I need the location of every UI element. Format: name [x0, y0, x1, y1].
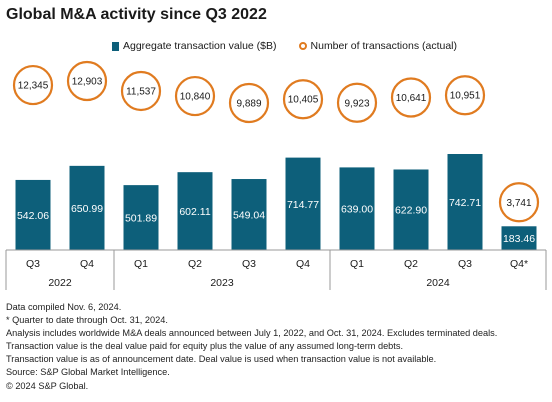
- note-qtd: * Quarter to date through Oct. 31, 2024.: [6, 315, 168, 326]
- quarter-tick-label: Q1: [350, 258, 364, 270]
- bar-value-label: 650.99: [71, 203, 103, 215]
- count-label: 12,903: [72, 77, 103, 88]
- bar-value-label: 183.46: [503, 233, 535, 245]
- bar: [69, 165, 105, 250]
- year-label: 2022: [48, 277, 72, 289]
- bar: [285, 157, 321, 250]
- note-announcement: Transaction value is as of announcement …: [6, 354, 437, 365]
- note-analysis: Analysis includes worldwide M&A deals an…: [6, 328, 498, 339]
- count-circle: [228, 82, 270, 124]
- note-compiled: Data compiled Nov. 6, 2024.: [6, 302, 122, 312]
- bar-value-label: 549.04: [233, 210, 265, 222]
- bar-value-label: 542.06: [17, 210, 49, 222]
- count-label: 3,741: [506, 198, 531, 209]
- note-transaction-value: Transaction value is the deal value paid…: [6, 341, 403, 352]
- bar: [123, 185, 159, 250]
- year-label: 2024: [426, 277, 450, 289]
- count-label: 10,951: [450, 91, 481, 102]
- quarter-tick-label: Q3: [458, 258, 472, 270]
- legend-label-value: Aggregate transaction value ($B): [123, 40, 277, 52]
- count-circle: [282, 79, 324, 120]
- year-label: 2023: [210, 277, 234, 289]
- quarter-tick-label: Q1: [134, 258, 148, 270]
- bar-value-label: 602.11: [179, 206, 210, 218]
- quarter-tick-label: Q3: [26, 258, 40, 270]
- count-circle: [120, 70, 162, 112]
- legend-item-count: Number of transactions (actual): [298, 40, 457, 52]
- quarter-tick-label: Q2: [404, 258, 418, 270]
- quarter-tick-label: Q4*: [510, 258, 528, 270]
- note-copyright: © 2024 S&P Global.: [6, 380, 89, 391]
- count-circle: [498, 182, 540, 223]
- bar: [393, 169, 429, 250]
- count-circle: [66, 60, 108, 102]
- bar-value-label: 742.71: [449, 197, 481, 209]
- count-label: 11,537: [126, 86, 156, 97]
- quarter-tick-label: Q4: [80, 258, 94, 270]
- legend-label-count: Number of transactions (actual): [310, 40, 457, 52]
- bar-value-label: 639.00: [341, 204, 373, 216]
- chart-area: 542.06 12,345 Q3 650.99 12,903 Q4 501.89 11,537…: [5, 60, 547, 290]
- count-circle: [174, 75, 216, 117]
- count-label: 10,641: [396, 93, 427, 104]
- count-label: 9,923: [344, 98, 369, 109]
- bar: [15, 179, 51, 250]
- bar: [339, 167, 375, 250]
- legend-bar-swatch: [112, 41, 119, 51]
- count-circle: [336, 82, 378, 123]
- quarter-tick-label: Q4: [296, 258, 310, 270]
- note-source: Source: S&P Global Market Intelligence.: [6, 367, 170, 378]
- legend-item-value: Aggregate transaction value ($B): [112, 40, 277, 52]
- bar-value-label: 501.89: [125, 213, 157, 225]
- count-label: 10,840: [180, 92, 211, 103]
- chart-title: Global M&A activity since Q3 2022: [6, 6, 267, 23]
- footnotes: Data compiled Nov. 6, 2024. * Quarter to…: [6, 301, 497, 393]
- bar: [177, 172, 213, 250]
- quarter-tick-label: Q2: [188, 258, 202, 270]
- legend: Aggregate transaction value ($B) Number …: [112, 40, 479, 52]
- bar-value-label: 622.90: [395, 205, 427, 217]
- bar-value-label: 714.77: [287, 199, 319, 211]
- bar: [231, 179, 267, 250]
- quarter-tick-label: Q3: [242, 258, 256, 270]
- count-label: 9,889: [236, 99, 261, 110]
- count-label: 10,405: [288, 95, 319, 106]
- bar: [501, 226, 537, 250]
- count-circle: [390, 77, 432, 118]
- count-circle: [12, 64, 54, 106]
- bar: [447, 154, 483, 250]
- legend-circle-swatch: [298, 42, 307, 50]
- count-circle: [444, 75, 486, 116]
- count-label: 12,345: [18, 81, 49, 92]
